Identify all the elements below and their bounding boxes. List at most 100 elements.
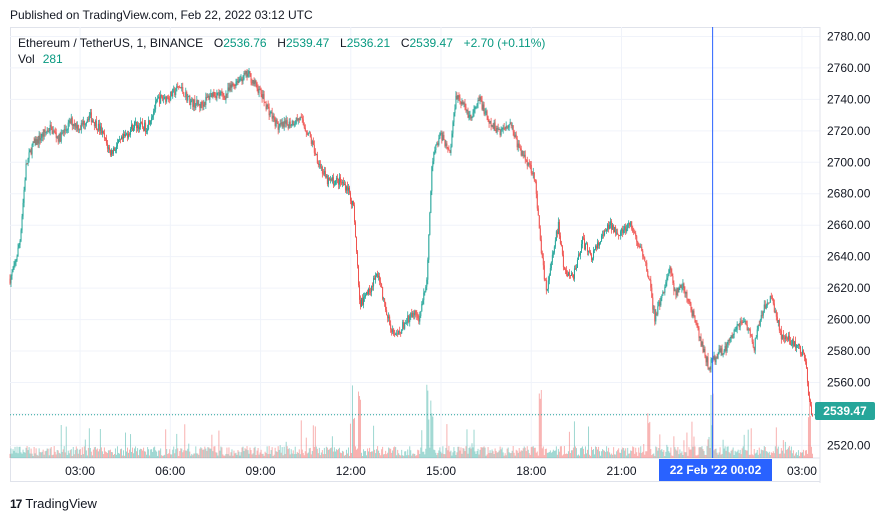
candle-body bbox=[154, 109, 156, 112]
volume-bar bbox=[231, 449, 233, 458]
candle-body bbox=[307, 133, 309, 135]
candle-body bbox=[594, 249, 596, 251]
candle-body bbox=[188, 95, 190, 97]
candle-body bbox=[251, 82, 253, 84]
candle-body bbox=[233, 85, 235, 86]
candle-body bbox=[272, 115, 274, 119]
volume-bar bbox=[348, 455, 350, 458]
candle-body bbox=[346, 186, 348, 191]
volume-bar bbox=[672, 455, 674, 458]
volume-bar bbox=[429, 447, 431, 458]
candle-body bbox=[721, 348, 723, 355]
candle-body bbox=[645, 261, 647, 263]
candle-body bbox=[528, 163, 530, 164]
candle-body bbox=[258, 88, 260, 94]
volume-bar bbox=[141, 449, 143, 458]
candle-body bbox=[540, 239, 542, 254]
candle-body bbox=[787, 335, 789, 340]
candle-body bbox=[800, 353, 802, 356]
volume-bar bbox=[432, 416, 434, 458]
candle-body bbox=[558, 221, 560, 236]
candle-body bbox=[596, 246, 598, 249]
volume-bar bbox=[501, 447, 503, 458]
volume-bar bbox=[367, 448, 369, 458]
volume-bar bbox=[696, 455, 698, 458]
candles bbox=[9, 67, 813, 417]
volume-bar bbox=[291, 453, 293, 458]
volume-bar bbox=[101, 451, 103, 458]
candle-body bbox=[426, 279, 428, 287]
volume-bar bbox=[515, 449, 517, 458]
volume-bar bbox=[450, 450, 452, 458]
candle-body bbox=[678, 287, 680, 293]
y-tick-label: 2660.00 bbox=[827, 218, 871, 232]
chart-frame[interactable] bbox=[10, 27, 820, 482]
candle-body bbox=[204, 102, 206, 105]
candle-body bbox=[72, 123, 74, 126]
volume-bar bbox=[775, 427, 777, 458]
volume-bar bbox=[61, 451, 63, 458]
candle-body bbox=[674, 290, 676, 292]
candle-body bbox=[526, 160, 528, 166]
candle-body bbox=[798, 343, 800, 347]
volume-bar bbox=[353, 417, 355, 458]
candle-body bbox=[739, 321, 741, 328]
candle-body bbox=[180, 87, 182, 89]
volume-bar bbox=[774, 446, 776, 458]
candle-body bbox=[801, 350, 803, 356]
volume-bar bbox=[461, 453, 463, 458]
candle-body bbox=[515, 134, 517, 139]
volume-bar bbox=[462, 447, 464, 458]
volume-bar bbox=[745, 450, 747, 458]
candle-body bbox=[133, 127, 135, 131]
candle-body bbox=[456, 95, 458, 100]
candle-body bbox=[85, 121, 87, 125]
volume-bar bbox=[222, 454, 224, 458]
candle-body bbox=[349, 192, 351, 201]
candle-body bbox=[524, 154, 526, 160]
volume-bar bbox=[293, 454, 295, 458]
candle-body bbox=[446, 143, 448, 149]
volume-bar bbox=[69, 450, 71, 458]
volume-bar bbox=[561, 455, 563, 458]
candle-body bbox=[749, 329, 751, 335]
tradingview-brand[interactable]: 17 TradingView bbox=[10, 496, 97, 511]
volume-bar bbox=[321, 450, 323, 458]
volume-bar bbox=[716, 452, 718, 458]
candle-body bbox=[370, 291, 372, 293]
candle-body bbox=[509, 122, 511, 125]
candle-body bbox=[163, 98, 165, 100]
candle-body bbox=[473, 108, 475, 113]
volume-bar bbox=[73, 454, 75, 458]
volume-bar bbox=[547, 452, 549, 458]
volume-bar bbox=[245, 449, 247, 458]
candle-body bbox=[129, 133, 131, 135]
candle-body bbox=[729, 338, 731, 342]
y-tick-label: 2680.00 bbox=[827, 187, 871, 201]
volume-bar bbox=[99, 429, 101, 458]
volume-bar bbox=[653, 453, 655, 458]
candle-body bbox=[385, 302, 387, 311]
y-tick-label: 2520.00 bbox=[827, 438, 871, 452]
candle-body bbox=[465, 106, 467, 111]
volume-bar bbox=[287, 449, 289, 458]
candle-body bbox=[769, 295, 771, 303]
volume-bar bbox=[9, 453, 11, 458]
candle-body bbox=[235, 81, 237, 86]
candle-body bbox=[344, 184, 346, 191]
candle-body bbox=[362, 298, 364, 305]
volume-bar bbox=[119, 449, 121, 458]
volume-bar bbox=[89, 447, 91, 458]
volume-bar bbox=[196, 453, 198, 458]
volume-bar bbox=[27, 450, 29, 458]
candle-body bbox=[70, 117, 72, 124]
volume-bar bbox=[730, 450, 732, 458]
volume-bar bbox=[326, 447, 328, 458]
candle-body bbox=[214, 95, 216, 97]
candle-body bbox=[430, 191, 432, 213]
volume-bar bbox=[623, 448, 625, 458]
volume-bar bbox=[252, 453, 254, 458]
candle-body bbox=[199, 104, 201, 108]
volume-bar bbox=[189, 451, 191, 458]
